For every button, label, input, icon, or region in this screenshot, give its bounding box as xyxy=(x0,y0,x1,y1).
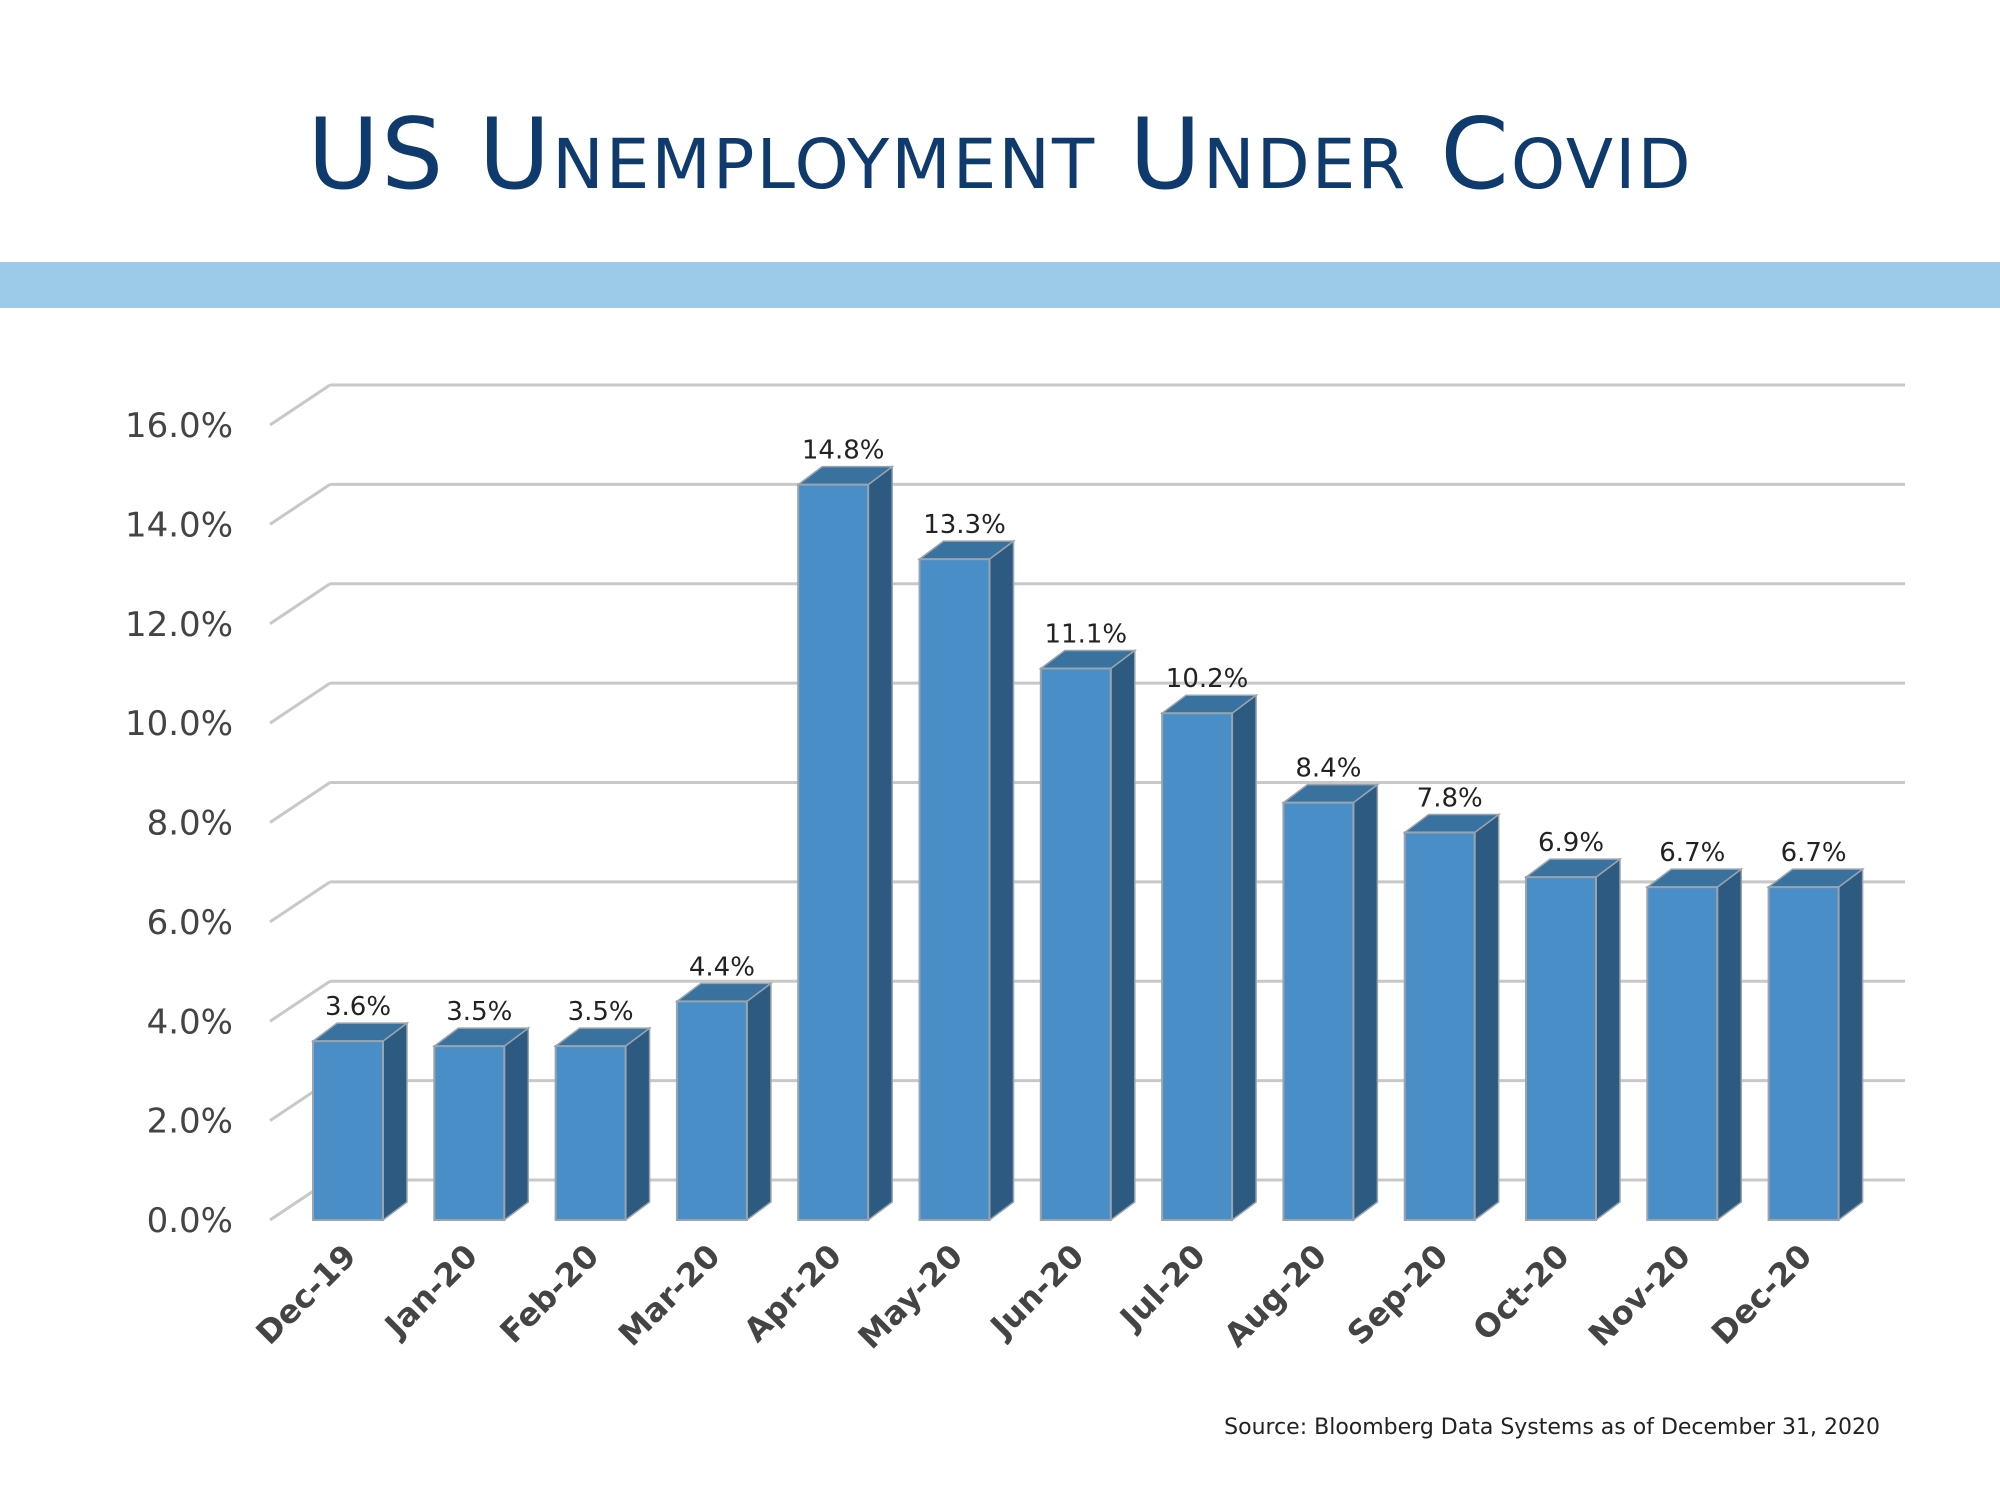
bar xyxy=(674,981,774,1222)
y-tick-label: 10.0% xyxy=(125,704,233,744)
data-label: 3.6% xyxy=(325,992,391,1022)
bar-side xyxy=(988,539,1015,1222)
bar xyxy=(1402,812,1501,1222)
bar-front xyxy=(433,1045,506,1221)
x-tick-label: Mar-20 xyxy=(611,1237,728,1354)
data-label: 4.4% xyxy=(689,952,755,982)
x-tick-label: Sep-20 xyxy=(1340,1237,1456,1353)
bar-front xyxy=(918,558,991,1221)
x-tick-label: Nov-20 xyxy=(1581,1237,1698,1354)
gridline-diagonal xyxy=(269,681,331,725)
data-label: 7.8% xyxy=(1417,783,1483,813)
gridline-diagonal xyxy=(269,980,331,1023)
y-tick-label: 2.0% xyxy=(147,1102,233,1142)
bar xyxy=(1523,857,1623,1222)
bar-side xyxy=(1473,812,1500,1222)
y-tick-label: 8.0% xyxy=(147,804,233,844)
gridline-diagonal xyxy=(269,483,331,526)
x-tick-label: May-20 xyxy=(851,1237,971,1357)
gridline-diagonal xyxy=(269,383,331,427)
x-tick-label: Jan-20 xyxy=(376,1237,485,1346)
bar xyxy=(1038,648,1138,1222)
bar-front xyxy=(1646,886,1719,1221)
data-label: 8.4% xyxy=(1295,754,1361,784)
bar-side xyxy=(1352,783,1379,1222)
y-tick-label: 12.0% xyxy=(125,605,233,645)
bar xyxy=(553,1026,652,1222)
x-tick-label: Oct-20 xyxy=(1465,1237,1576,1348)
bar-front xyxy=(312,1040,384,1221)
x-tick-label: Aug-20 xyxy=(1216,1237,1334,1355)
source-note: Source: Bloomberg Data Systems as of Dec… xyxy=(1224,1415,1880,1440)
x-tick-label: Dec-19 xyxy=(248,1237,363,1352)
y-tick-label: 4.0% xyxy=(147,1002,233,1042)
y-tick-label: 0.0% xyxy=(147,1201,233,1241)
bar-front xyxy=(797,483,870,1221)
x-tick-label: Apr-20 xyxy=(736,1237,849,1350)
bar-side xyxy=(503,1026,530,1222)
bar-front xyxy=(1767,886,1840,1221)
bar-front xyxy=(1161,712,1234,1221)
bar xyxy=(310,1021,410,1222)
data-label: 11.1% xyxy=(1044,619,1127,649)
bar xyxy=(1159,693,1259,1222)
title-band xyxy=(0,262,2000,308)
y-tick-label: 16.0% xyxy=(125,406,233,446)
bar-front xyxy=(1039,667,1112,1221)
x-axis-ticks: Dec-19 Jan-20 Feb-20 Mar-20 Apr-20 May-20 Jun-… xyxy=(248,1237,1819,1357)
y-axis-ticks: 0.0% 2.0% 4.0% 6.0% 8.0% 10.0% 12.0% 14.0% 16.0% xyxy=(125,406,233,1241)
x-tick-label: Feb-20 xyxy=(492,1237,606,1351)
bar-side xyxy=(867,465,893,1222)
bar-side xyxy=(746,981,772,1222)
bar-side xyxy=(1595,857,1621,1222)
gridline-diagonal xyxy=(269,582,331,625)
bar-side xyxy=(1716,867,1743,1222)
data-label: 6.9% xyxy=(1538,828,1604,858)
data-label: 6.7% xyxy=(1659,838,1725,868)
x-tick-label: Jul-20 xyxy=(1111,1237,1212,1338)
data-label: 3.5% xyxy=(568,997,634,1027)
bar-front xyxy=(1525,876,1597,1221)
bar-front xyxy=(675,1000,748,1221)
x-tick-label: Dec-20 xyxy=(1704,1237,1819,1352)
bar-side xyxy=(1110,648,1136,1222)
bar xyxy=(795,465,895,1222)
data-labels: 3.6% 3.5% 3.5% 4.4% 14.8% 13.3% 11.1% 10.2% 8.4%… xyxy=(325,436,1847,1027)
bar xyxy=(432,1026,531,1222)
slide-title: US Unemployment Under Covid xyxy=(307,98,1693,212)
data-label: 6.7% xyxy=(1781,838,1847,868)
x-tick-label: Jun-20 xyxy=(982,1237,1092,1347)
bar xyxy=(917,539,1016,1222)
bar-front xyxy=(1282,801,1355,1221)
data-label: 10.2% xyxy=(1166,664,1249,694)
data-label: 13.3% xyxy=(923,510,1006,540)
bar-front xyxy=(554,1045,627,1221)
y-tick-label: 6.0% xyxy=(147,903,233,943)
bars xyxy=(310,465,1865,1222)
bar-side xyxy=(1231,693,1257,1222)
data-label: 3.5% xyxy=(446,997,512,1027)
y-tick-label: 14.0% xyxy=(125,505,233,545)
gridline-diagonal xyxy=(269,880,331,924)
bar-front xyxy=(1403,831,1476,1221)
bar xyxy=(1281,783,1380,1222)
bar xyxy=(1766,867,1865,1222)
bar xyxy=(1645,867,1744,1222)
bar-side xyxy=(1837,867,1864,1222)
bar-side xyxy=(382,1021,408,1222)
data-label: 14.8% xyxy=(802,436,885,466)
gridline-diagonal xyxy=(269,781,331,824)
bar-side xyxy=(624,1026,651,1222)
